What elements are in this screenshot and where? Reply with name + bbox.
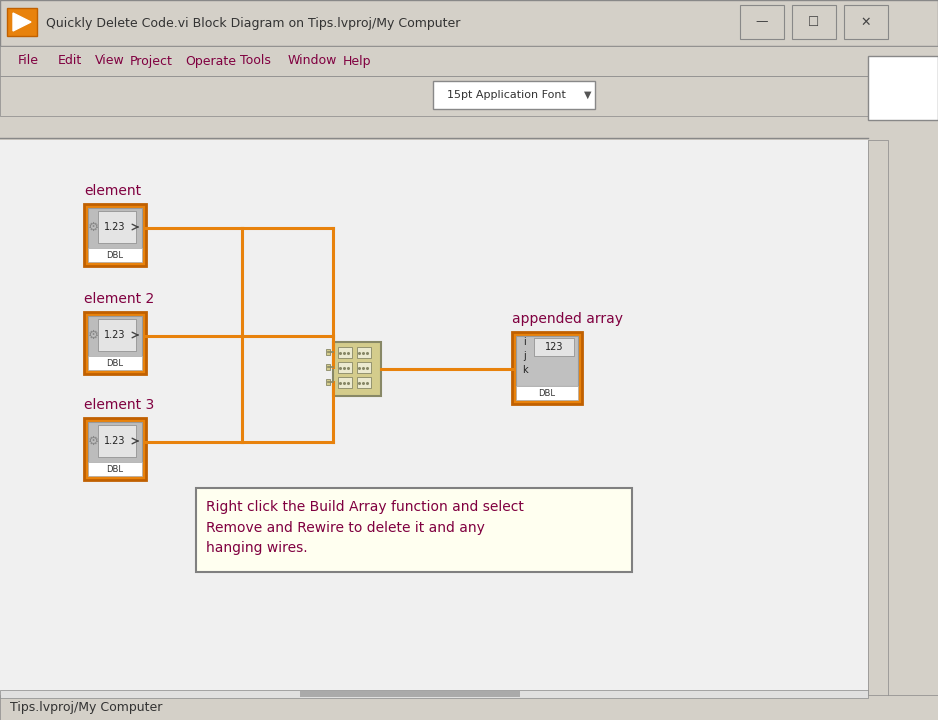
Text: element 2: element 2 [84, 292, 154, 306]
Text: —: — [756, 16, 768, 29]
Bar [88, 208, 142, 250]
Bar [0, 140, 868, 696]
Bar [88, 462, 142, 476]
Bar [0, 0, 938, 46]
Bar [516, 336, 578, 386]
Text: DBL: DBL [107, 464, 124, 474]
Bar [98, 425, 136, 457]
Text: 123: 123 [545, 342, 563, 352]
Bar [357, 362, 371, 373]
Bar [792, 5, 836, 39]
Bar [433, 81, 595, 109]
Bar [0, 76, 870, 116]
Bar [357, 377, 371, 388]
Bar [0, 690, 868, 698]
Text: 1.23: 1.23 [104, 436, 126, 446]
Bar [88, 356, 142, 370]
Bar [326, 349, 330, 355]
Text: appended array: appended array [512, 312, 623, 326]
Bar [88, 316, 142, 358]
Polygon shape [13, 13, 31, 31]
Text: DBL: DBL [538, 389, 555, 397]
Text: ⚙: ⚙ [87, 434, 98, 448]
Bar [98, 319, 136, 351]
Text: Right click the Build Array function and select
Remove and Rewire to delete it a: Right click the Build Array function and… [206, 500, 524, 555]
Text: ☐: ☐ [809, 16, 820, 29]
Text: Help: Help [343, 55, 371, 68]
Bar [326, 379, 330, 385]
Bar [84, 418, 146, 480]
Text: DBL: DBL [107, 251, 124, 259]
Text: 1.23: 1.23 [104, 330, 126, 340]
Bar [534, 338, 574, 356]
Text: Edit: Edit [58, 55, 83, 68]
Bar [512, 332, 582, 404]
Bar [516, 386, 578, 400]
Text: Project: Project [130, 55, 173, 68]
Bar [868, 140, 888, 696]
Bar [88, 422, 142, 464]
Bar [326, 364, 330, 370]
Bar [300, 691, 520, 697]
Text: ⚙: ⚙ [87, 220, 98, 233]
Text: k: k [522, 365, 528, 375]
Text: element 3: element 3 [84, 398, 154, 412]
Bar [338, 347, 352, 358]
Text: Operate: Operate [185, 55, 236, 68]
Bar [740, 5, 784, 39]
Text: 1.23: 1.23 [104, 222, 126, 232]
Text: j: j [523, 351, 526, 361]
Text: DBL: DBL [107, 359, 124, 367]
Bar [844, 5, 888, 39]
Text: File: File [18, 55, 39, 68]
Text: ▼: ▼ [584, 90, 592, 100]
Text: ✕: ✕ [861, 16, 871, 29]
Bar [98, 211, 136, 243]
Text: Window: Window [288, 55, 338, 68]
Bar [0, 46, 938, 76]
Bar [357, 347, 371, 358]
Bar [333, 342, 381, 396]
Bar [88, 248, 142, 262]
Bar [84, 312, 146, 374]
Bar [338, 362, 352, 373]
Text: View: View [95, 55, 125, 68]
Text: Tools: Tools [240, 55, 271, 68]
Text: i: i [523, 337, 526, 347]
Text: element: element [84, 184, 141, 198]
Text: Quickly Delete Code.vi Block Diagram on Tips.lvproj/My Computer: Quickly Delete Code.vi Block Diagram on … [46, 17, 461, 30]
Text: ⚙: ⚙ [87, 328, 98, 341]
Bar [7, 8, 37, 36]
Bar [868, 56, 938, 120]
Bar [0, 695, 938, 720]
Bar [84, 204, 146, 266]
Text: 15pt Application Font: 15pt Application Font [446, 90, 566, 100]
Text: Tips.lvproj/My Computer: Tips.lvproj/My Computer [10, 701, 162, 714]
Bar [338, 377, 352, 388]
Bar [196, 488, 632, 572]
